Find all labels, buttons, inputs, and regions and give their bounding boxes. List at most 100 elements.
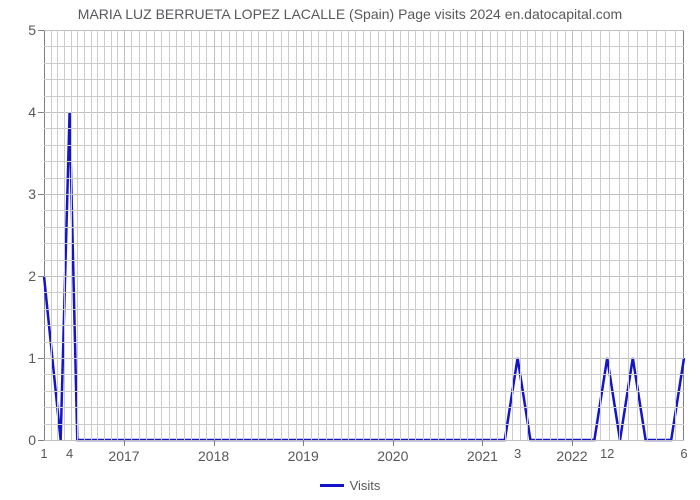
grid-v-minor — [273, 30, 274, 440]
grid-h-minor — [44, 128, 684, 129]
grid-v-minor — [169, 30, 170, 440]
grid-v-minor — [184, 30, 185, 440]
grid-h-line — [44, 440, 684, 441]
grid-v-minor — [161, 30, 162, 440]
grid-v-minor — [527, 30, 528, 440]
grid-h-minor — [44, 96, 684, 97]
grid-v-minor — [251, 30, 252, 440]
grid-v-minor — [609, 30, 610, 440]
grid-v-line — [124, 30, 125, 440]
grid-h-minor — [44, 292, 684, 293]
grid-v-minor — [430, 30, 431, 440]
grid-v-minor — [600, 30, 601, 440]
grid-v-minor — [91, 30, 92, 440]
grid-v-minor — [475, 30, 476, 440]
grid-v-minor — [176, 30, 177, 440]
x-minor-label: 3 — [514, 440, 521, 461]
x-tick-label: 2017 — [108, 440, 139, 464]
grid-v-minor — [51, 30, 52, 440]
x-minor-label: 12 — [600, 440, 614, 461]
grid-v-minor — [154, 30, 155, 440]
grid-v-minor — [665, 30, 666, 440]
x-tick-label: 2019 — [288, 440, 319, 464]
grid-v-minor — [296, 30, 297, 440]
grid-v-minor — [550, 30, 551, 440]
grid-v-minor — [146, 30, 147, 440]
y-tick-label: 5 — [28, 22, 44, 38]
x-minor-label: 1 — [40, 440, 47, 461]
grid-h-minor — [44, 178, 684, 179]
x-tick-label: 2021 — [467, 440, 498, 464]
grid-h-minor — [44, 145, 684, 146]
grid-v-minor — [647, 30, 648, 440]
grid-h-line — [44, 112, 684, 113]
y-tick-label: 3 — [28, 186, 44, 202]
grid-v-line — [303, 30, 304, 440]
grid-v-minor — [341, 30, 342, 440]
x-minor-label: 4 — [66, 440, 73, 461]
chart-title: MARIA LUZ BERRUETA LOPEZ LACALLE (Spain)… — [0, 6, 700, 22]
x-minor-label: 6 — [680, 440, 687, 461]
grid-v-minor — [104, 30, 105, 440]
grid-v-minor — [467, 30, 468, 440]
y-tick-label: 4 — [28, 104, 44, 120]
grid-v-minor — [318, 30, 319, 440]
grid-v-minor — [557, 30, 558, 440]
grid-v-minor — [266, 30, 267, 440]
grid-v-minor — [191, 30, 192, 440]
grid-h-minor — [44, 227, 684, 228]
grid-v-minor — [288, 30, 289, 440]
grid-v-minor — [415, 30, 416, 440]
grid-h-line — [44, 194, 684, 195]
x-tick-label: 2022 — [556, 440, 587, 464]
grid-v-line — [572, 30, 573, 440]
grid-v-minor — [199, 30, 200, 440]
y-tick-label: 1 — [28, 350, 44, 366]
grid-v-line — [393, 30, 394, 440]
grid-v-minor — [628, 30, 629, 440]
legend: Visits — [0, 478, 700, 493]
grid-v-minor — [400, 30, 401, 440]
grid-h-minor — [44, 309, 684, 310]
grid-h-minor — [44, 424, 684, 425]
grid-v-minor — [497, 30, 498, 440]
grid-h-minor — [44, 210, 684, 211]
grid-v-minor — [258, 30, 259, 440]
legend-swatch — [320, 484, 344, 487]
grid-h-minor — [44, 161, 684, 162]
grid-v-minor — [333, 30, 334, 440]
grid-v-minor — [363, 30, 364, 440]
chart-container: { "chart": { "type": "line", "title": "M… — [0, 0, 700, 500]
x-tick-label: 2018 — [198, 440, 229, 464]
grid-h-minor — [44, 46, 684, 47]
grid-v-minor — [370, 30, 371, 440]
grid-h-minor — [44, 79, 684, 80]
grid-v-minor — [378, 30, 379, 440]
grid-v-minor — [206, 30, 207, 440]
grid-h-minor — [44, 63, 684, 64]
grid-v-minor — [385, 30, 386, 440]
grid-v-minor — [77, 30, 78, 440]
grid-v-minor — [326, 30, 327, 440]
grid-v-minor — [656, 30, 657, 440]
grid-v-minor — [505, 30, 506, 440]
grid-v-line — [214, 30, 215, 440]
grid-v-minor — [520, 30, 521, 440]
grid-v-minor — [438, 30, 439, 440]
grid-v-minor — [453, 30, 454, 440]
grid-v-minor — [139, 30, 140, 440]
grid-v-minor — [236, 30, 237, 440]
grid-v-minor — [542, 30, 543, 440]
grid-v-minor — [408, 30, 409, 440]
grid-v-minor — [229, 30, 230, 440]
grid-v-minor — [243, 30, 244, 440]
grid-v-minor — [348, 30, 349, 440]
grid-h-minor — [44, 325, 684, 326]
grid-v-minor — [64, 30, 65, 440]
grid-v-minor — [311, 30, 312, 440]
legend-label: Visits — [350, 478, 381, 493]
grid-h-minor — [44, 342, 684, 343]
grid-v-minor — [490, 30, 491, 440]
grid-v-minor — [131, 30, 132, 440]
plot-area: 012345201720182019202020212022143126 — [44, 30, 684, 440]
